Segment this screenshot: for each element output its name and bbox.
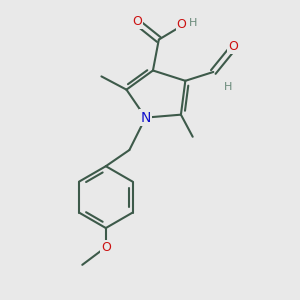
- Text: N: N: [140, 111, 151, 124]
- Text: H: H: [224, 82, 232, 92]
- Text: O: O: [132, 15, 142, 28]
- Text: O: O: [228, 40, 238, 53]
- Text: O: O: [101, 241, 111, 254]
- Text: O: O: [177, 18, 186, 32]
- Text: H: H: [189, 18, 197, 28]
